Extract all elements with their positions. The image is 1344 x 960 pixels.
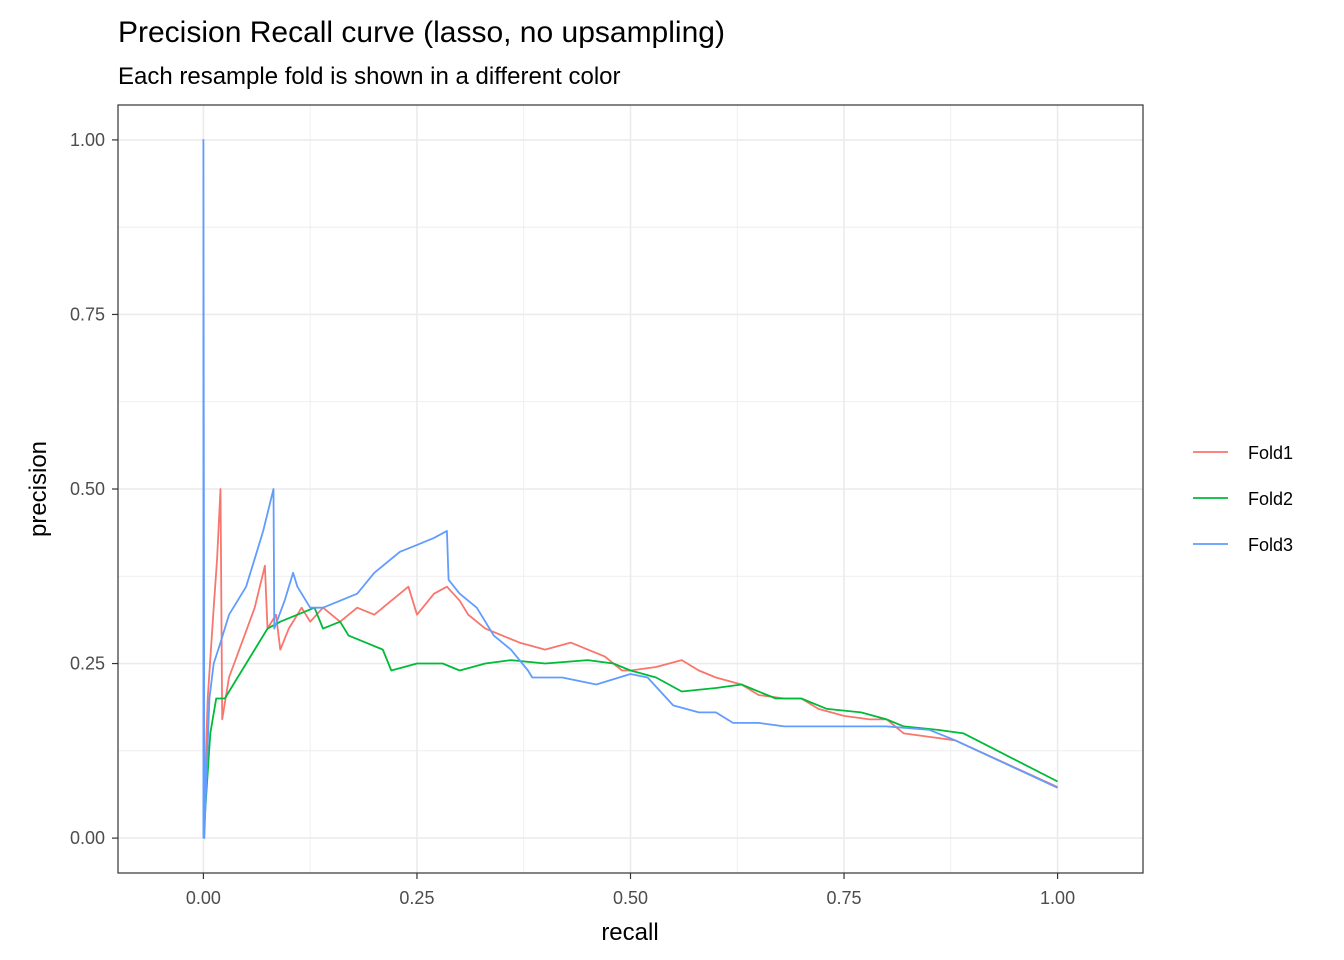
y-tick-label: 0.75 [70, 304, 105, 324]
legend-item-fold3: Fold3 [1193, 535, 1293, 555]
y-tick-label: 0.25 [70, 654, 105, 674]
y-axis: 0.00 0.25 0.50 0.75 1.00 [70, 130, 118, 848]
series-line-fold2 [202, 606, 1059, 839]
legend-item-fold2: Fold2 [1193, 489, 1293, 509]
chart-subtitle: Each resample fold is shown in a differe… [118, 63, 621, 90]
chart-title: Precision Recall curve (lasso, no upsamp… [118, 16, 725, 49]
y-tick-label: 1.00 [70, 130, 105, 150]
legend-label: Fold3 [1248, 535, 1293, 555]
y-tick-label: 0.50 [70, 479, 105, 499]
legend-label: Fold1 [1248, 443, 1293, 463]
x-tick-label: 0.50 [613, 888, 648, 908]
x-tick-label: 0.00 [186, 888, 221, 908]
series-line-fold3 [202, 139, 1058, 839]
x-axis-title: recall [601, 919, 658, 946]
x-tick-label: 0.75 [827, 888, 862, 908]
legend-label: Fold2 [1248, 489, 1293, 509]
x-tick-label: 1.00 [1040, 888, 1075, 908]
x-tick-label: 0.25 [399, 888, 434, 908]
y-tick-label: 0.00 [70, 828, 105, 848]
y-axis-title: precision [25, 441, 52, 537]
x-axis: 0.00 0.25 0.50 0.75 1.00 [186, 873, 1075, 908]
series-lines [202, 139, 1059, 839]
legend-item-fold1: Fold1 [1193, 443, 1293, 463]
legend: Fold1 Fold2 Fold3 [1193, 443, 1293, 555]
grid-lines [118, 105, 1143, 873]
